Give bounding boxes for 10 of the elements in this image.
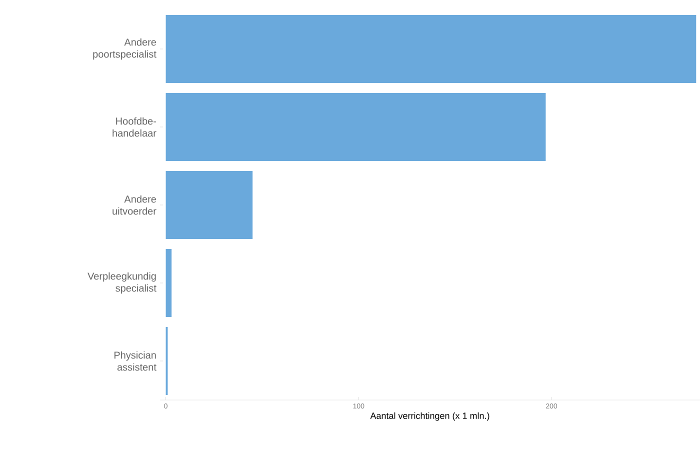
x-axis-title: Aantal verrichtingen (x 1 mln.) [370, 412, 490, 421]
y-tick-label: Physician assistent [114, 351, 156, 371]
y-tick-label: Hoofdbe-handelaar [112, 117, 156, 137]
bar [166, 14, 696, 83]
y-tick-label: Andere poortspecialist [93, 38, 156, 60]
y-tick-label: Verpleegkundig specialist [88, 272, 156, 294]
bar [166, 170, 253, 239]
y-tick-label: Andere uitvoerder [112, 195, 156, 215]
bar [166, 92, 546, 161]
bar [166, 249, 172, 317]
